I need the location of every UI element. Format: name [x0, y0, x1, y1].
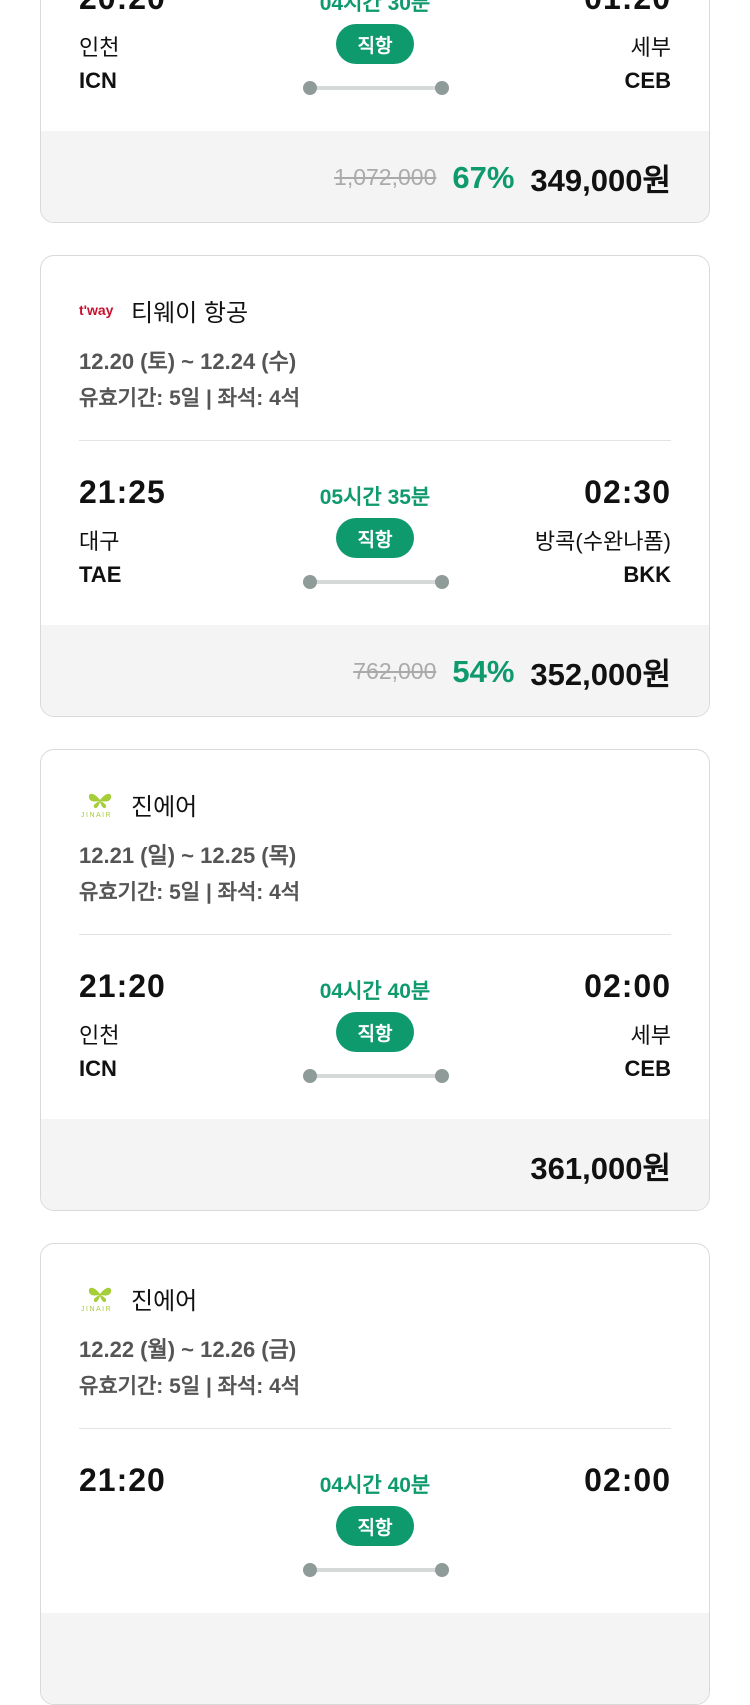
divider	[79, 440, 671, 441]
flight-card[interactable]: t'way 티웨이 항공 12.20 (토) ~ 12.24 (수) 유효기간: …	[40, 255, 710, 717]
discount-rate: 54%	[452, 653, 515, 689]
discount-rate: 67%	[452, 159, 515, 195]
airline-row: JINAIR 진에어	[79, 1284, 197, 1315]
nonstop-badge: 직항	[336, 518, 414, 558]
flight-card[interactable]: JINAIR 진에어 12.22 (월) ~ 12.26 (금) 유효기간: 5일…	[40, 1243, 710, 1705]
original-price: 1,072,000	[334, 164, 437, 190]
travel-dates: 12.21 (일) ~ 12.25 (목)	[79, 843, 297, 868]
validity-seats: 유효기간: 5일 | 좌석: 4석	[79, 387, 301, 410]
svg-text:JINAIR: JINAIR	[81, 812, 112, 818]
departure-time: 20:20	[79, 0, 166, 17]
arrival-time: 01:20	[584, 0, 671, 17]
divider	[79, 934, 671, 935]
nonstop-badge: 직항	[336, 1506, 414, 1546]
validity-seats: 유효기간: 5일 | 좌석: 4석	[79, 881, 301, 904]
jinair-logo-icon: JINAIR	[79, 790, 121, 818]
price-bar: 1,072,000 67% 349,000원	[41, 131, 709, 222]
sale-price: 361,000원	[530, 1151, 671, 1186]
arrival-time: 02:00	[584, 968, 671, 1004]
departure-code: TAE	[79, 562, 122, 587]
validity-seats: 유효기간: 5일 | 좌석: 4석	[79, 1375, 301, 1398]
price-bar: 762,000 54% 352,000원	[41, 625, 709, 716]
departure-time: 21:20	[79, 968, 166, 1004]
arrival-city: 세부	[630, 1023, 671, 1048]
original-price: 762,000	[353, 658, 437, 684]
route-line-icon	[303, 1069, 449, 1083]
price-bar	[41, 1613, 709, 1704]
travel-dates: 12.22 (월) ~ 12.26 (금)	[79, 1337, 297, 1362]
arrival-city: 세부	[630, 35, 671, 60]
nonstop-badge: 직항	[336, 24, 414, 64]
arrival-time: 02:00	[584, 1462, 671, 1498]
departure-time: 21:20	[79, 1462, 166, 1498]
airline-name: 진에어	[131, 793, 198, 821]
flight-duration: 04시간 40분	[319, 1474, 431, 1497]
departure-code: ICN	[79, 1056, 117, 1081]
svg-text:JINAIR: JINAIR	[81, 1306, 112, 1312]
divider	[79, 1428, 671, 1429]
flight-card[interactable]: 20:20 04시간 30분 01:20 직항 인천 세부 ICN CEB 1,…	[40, 0, 710, 223]
nonstop-badge: 직항	[336, 1012, 414, 1052]
route-line-icon	[303, 81, 449, 95]
route-line-icon	[303, 1563, 449, 1577]
departure-time: 21:25	[79, 474, 166, 510]
arrival-code: CEB	[624, 68, 671, 93]
departure-code: ICN	[79, 68, 117, 93]
arrival-city: 방콕(수완나폼)	[534, 529, 671, 554]
departure-city: 인천	[79, 35, 120, 60]
route-line-icon	[303, 575, 449, 589]
arrival-code: BKK	[623, 562, 671, 587]
price-bar: 361,000원	[41, 1119, 709, 1210]
airline-row: JINAIR 진에어	[79, 790, 197, 821]
sale-price: 349,000원	[530, 163, 671, 198]
flight-duration: 04시간 40분	[319, 980, 431, 1003]
arrival-code: CEB	[624, 1056, 671, 1081]
airline-name: 진에어	[131, 1287, 198, 1315]
tway-logo-icon: t'way	[79, 300, 121, 320]
flight-duration: 05시간 35분	[319, 486, 431, 509]
departure-city: 인천	[79, 1023, 120, 1048]
sale-price: 352,000원	[530, 657, 671, 692]
jinair-logo-icon: JINAIR	[79, 1284, 121, 1312]
airline-name: 티웨이 항공	[131, 299, 249, 327]
flight-card[interactable]: JINAIR 진에어 12.21 (일) ~ 12.25 (목) 유효기간: 5일…	[40, 749, 710, 1211]
arrival-time: 02:30	[584, 474, 671, 510]
departure-city: 대구	[79, 529, 120, 554]
airline-row: t'way 티웨이 항공	[79, 296, 248, 327]
flight-duration: 04시간 30분	[319, 0, 431, 15]
travel-dates: 12.20 (토) ~ 12.24 (수)	[79, 349, 297, 374]
svg-text:t'way: t'way	[79, 302, 114, 318]
